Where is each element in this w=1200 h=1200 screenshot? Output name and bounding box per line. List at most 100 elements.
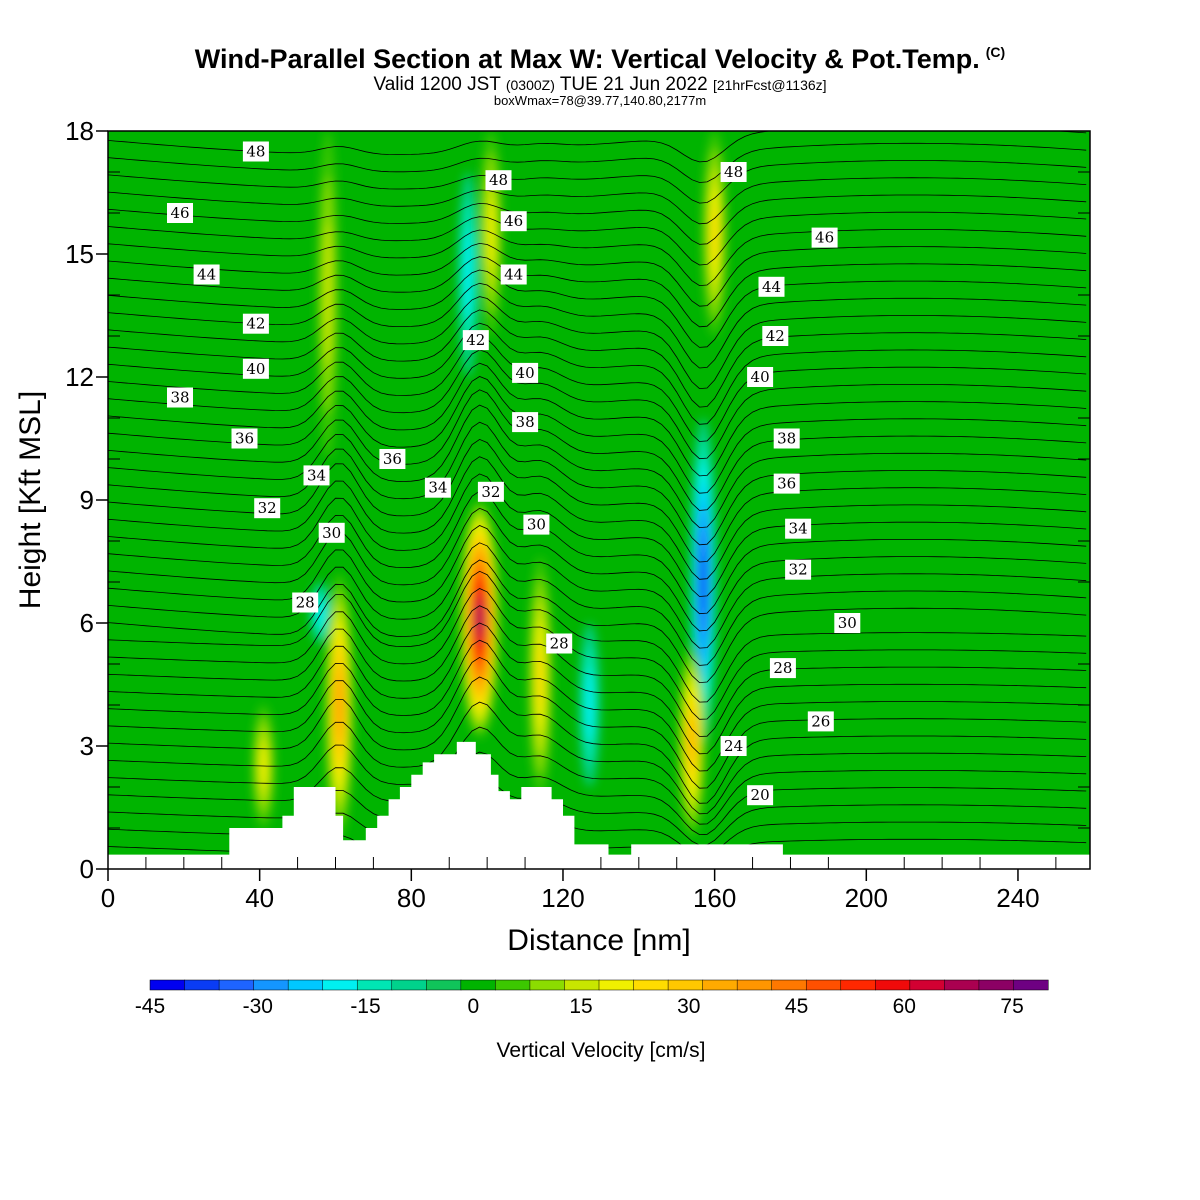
contour-label-box bbox=[512, 362, 539, 383]
contour-label-text: 38 bbox=[516, 413, 535, 431]
contour-label-34: 34 bbox=[424, 477, 451, 498]
valid-prefix: Valid 1200 JST bbox=[373, 74, 501, 95]
contour-label-box bbox=[807, 711, 834, 732]
theta-contour-line bbox=[108, 622, 1087, 755]
colorbar-tick-label: -15 bbox=[350, 995, 380, 1018]
contour-label-box bbox=[424, 477, 451, 498]
contour-label-34: 34 bbox=[303, 465, 330, 486]
theta-contour-line bbox=[108, 362, 1087, 477]
contour-label-box bbox=[769, 658, 796, 679]
contour-label-44: 44 bbox=[500, 264, 527, 285]
contour-label-36: 36 bbox=[379, 449, 406, 469]
contour-label-box bbox=[318, 522, 345, 543]
field-cores bbox=[252, 131, 727, 837]
theta-contour-line bbox=[108, 160, 1087, 204]
contour-label-box bbox=[242, 358, 269, 379]
contour-label-box bbox=[834, 613, 861, 633]
y-tick-label: 15 bbox=[65, 239, 94, 269]
contour-label-text: 38 bbox=[777, 430, 796, 448]
contour-label-box bbox=[758, 276, 785, 297]
terrain bbox=[108, 741, 1090, 869]
contour-label-text: 48 bbox=[724, 163, 743, 181]
contour-label-box bbox=[523, 514, 550, 535]
contour-label-text: 34 bbox=[789, 520, 808, 538]
contour-label-box bbox=[379, 449, 406, 469]
theta-contour-line bbox=[108, 211, 1087, 266]
colorbar-swatch bbox=[702, 979, 738, 991]
contour-label-text: 46 bbox=[170, 204, 189, 222]
colorbar-swatch bbox=[426, 979, 462, 991]
theta-contour-line bbox=[108, 456, 1087, 580]
theta-contour-line bbox=[108, 542, 1087, 666]
theta-contour-line bbox=[108, 726, 1087, 825]
colorbar-swatch bbox=[633, 979, 669, 991]
contour-labels: 48 46 44 42 40 38 36 34 32 30 28 36 34 32 48 46 44 42 40 38… bbox=[167, 141, 861, 806]
x-tick-label: 0 bbox=[101, 883, 115, 913]
theta-contour-line bbox=[108, 676, 1087, 804]
contour-label-box bbox=[167, 387, 193, 408]
core-5-layer-8 bbox=[336, 680, 342, 730]
core-7-layer-7 bbox=[689, 719, 695, 761]
contour-label-42: 42 bbox=[242, 313, 269, 334]
contour-label-box bbox=[292, 592, 319, 613]
copyright-mark: (C) bbox=[985, 44, 1006, 60]
contour-label-text: 36 bbox=[777, 475, 796, 493]
contour-label-40: 40 bbox=[242, 358, 269, 379]
contour-label-text: 46 bbox=[815, 229, 834, 247]
contour-label-text: 40 bbox=[246, 360, 265, 378]
theta-contour-line bbox=[108, 177, 1087, 225]
core-6-layer-5 bbox=[536, 642, 544, 711]
core-1-layer-3 bbox=[585, 668, 595, 742]
contour-label-32: 32 bbox=[254, 498, 281, 519]
contour-label-text: 34 bbox=[307, 466, 326, 484]
contour-label-text: 40 bbox=[516, 364, 535, 382]
contour-label-box bbox=[500, 211, 527, 232]
valid-time-line: Valid 1200 JST (0300Z) TUE 21 Jun 2022 [… bbox=[0, 74, 1200, 96]
contour-label-38: 38 bbox=[167, 387, 193, 408]
box-wmax-info: boxWmax=78@39.77,140.80,2177m bbox=[493, 93, 707, 108]
theta-contour-line bbox=[108, 656, 1087, 789]
contour-label-20: 20 bbox=[747, 785, 774, 806]
contour-label-box bbox=[500, 264, 527, 285]
theta-contour-line bbox=[108, 194, 1087, 245]
theta-contour-line bbox=[108, 701, 1087, 815]
y-tick-label: 6 bbox=[80, 608, 94, 638]
contour-label-box bbox=[811, 227, 838, 248]
colorbar-swatch bbox=[667, 979, 704, 991]
colorbar-swatch bbox=[287, 979, 324, 991]
colorbar-swatch bbox=[564, 979, 600, 991]
contour-label-42: 42 bbox=[462, 330, 489, 351]
x-tick-label: 160 bbox=[693, 883, 736, 913]
contour-label-box bbox=[546, 633, 573, 654]
y-tick-label: 3 bbox=[80, 731, 94, 761]
colorbar-swatch bbox=[598, 979, 635, 991]
contour-label-text: 44 bbox=[762, 278, 781, 296]
contour-label-48: 48 bbox=[485, 170, 512, 191]
theta-contour-line bbox=[108, 256, 1087, 328]
contour-label-text: 48 bbox=[489, 171, 508, 189]
core-3-layer-3 bbox=[463, 228, 473, 321]
colorbar-swatch bbox=[460, 979, 496, 991]
colorbar: -45 -30 -15 0 15 30 45 60 75 Vertical Velocity [c… bbox=[135, 979, 1049, 1062]
contour-label-text: 30 bbox=[527, 516, 546, 534]
colorbar-swatch bbox=[184, 979, 220, 991]
theta-contour-line bbox=[108, 559, 1087, 684]
contour-label-text: 28 bbox=[550, 635, 569, 653]
theta-contour-line bbox=[108, 131, 1087, 163]
contour-label-46: 46 bbox=[167, 203, 193, 223]
contour-label-36: 36 bbox=[231, 428, 258, 449]
contour-label-text: 34 bbox=[428, 479, 447, 497]
contour-label-box bbox=[167, 203, 193, 223]
colorbar-swatch bbox=[253, 979, 289, 991]
theta-contour-line bbox=[108, 751, 1087, 836]
contour-label-box bbox=[254, 498, 281, 519]
contour-label-44: 44 bbox=[758, 276, 785, 297]
theta-contour-line bbox=[108, 376, 1087, 494]
y-tick-label: 18 bbox=[65, 116, 94, 146]
x-tick-label: 120 bbox=[541, 883, 584, 913]
contour-label-text: 30 bbox=[838, 614, 857, 632]
contour-label-box bbox=[477, 481, 504, 502]
contour-label-text: 28 bbox=[773, 659, 792, 677]
theta-contour-line bbox=[108, 507, 1087, 632]
